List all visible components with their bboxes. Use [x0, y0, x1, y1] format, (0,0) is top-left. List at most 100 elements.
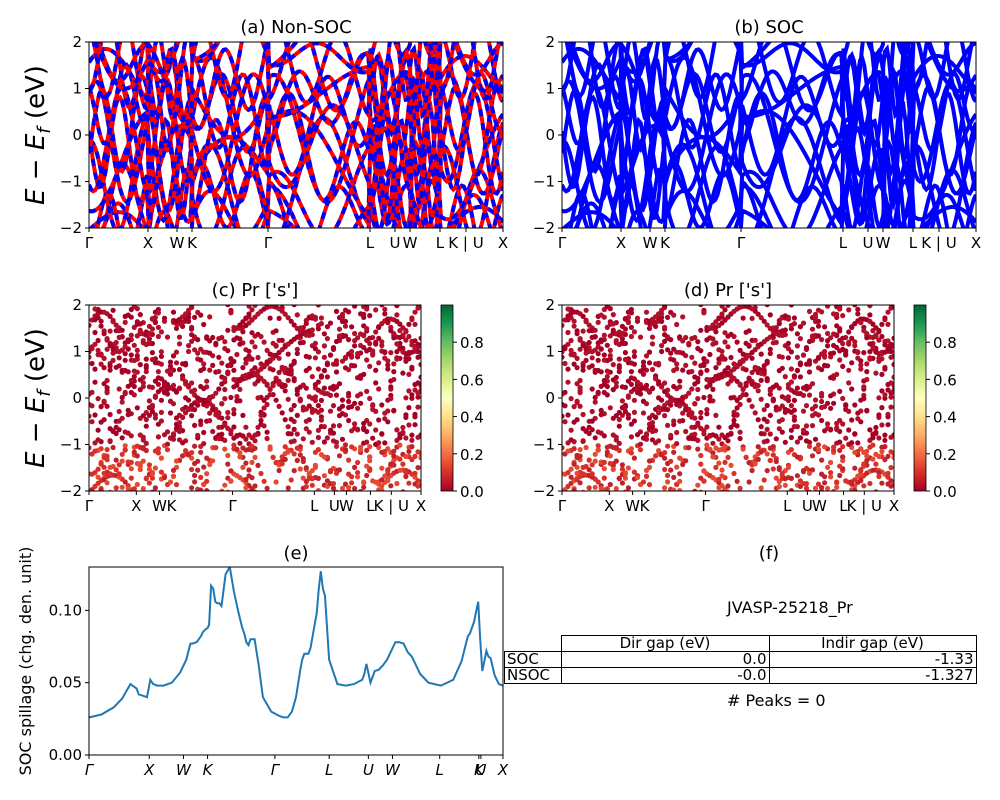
projection-point [355, 470, 361, 476]
projection-point [604, 392, 610, 398]
projection-point [882, 366, 888, 372]
projection-point [779, 365, 785, 371]
projection-point [773, 382, 779, 388]
band-line-dashed [89, 72, 503, 214]
projection-point [107, 342, 113, 349]
projection-point [565, 306, 571, 312]
projection-point [577, 385, 583, 391]
projection-point [755, 311, 761, 317]
projection-point [397, 294, 402, 299]
projection-point [158, 409, 164, 415]
projection-point [291, 451, 297, 457]
projection-point [707, 433, 713, 439]
projection-point [617, 492, 622, 497]
projection-point [192, 314, 198, 320]
table-cell: -0.0 [560, 667, 770, 684]
projection-point [96, 494, 101, 499]
projection-point [710, 386, 716, 392]
projection-point [165, 289, 170, 294]
projection-point [683, 500, 688, 505]
projection-point [225, 461, 231, 467]
projection-point [355, 498, 360, 503]
projection-point [662, 326, 668, 332]
projection-point [613, 383, 619, 390]
projection-point [189, 332, 195, 338]
projection-point [164, 386, 171, 392]
projection-point [334, 517, 339, 522]
projection-point [131, 383, 137, 390]
projection-point [385, 366, 391, 372]
projection-point [409, 493, 414, 498]
projection-point [262, 507, 267, 512]
projection-point [208, 490, 211, 491]
projection-point [265, 511, 270, 516]
projection-point [361, 420, 367, 426]
projection-point [204, 403, 210, 409]
projection-point [342, 447, 349, 453]
projection-point [746, 375, 752, 381]
projection-point [876, 327, 882, 334]
projection-point [888, 515, 893, 520]
projection-point [858, 320, 864, 326]
projection-point [607, 333, 613, 339]
projection-point [264, 401, 270, 408]
projection-point [879, 448, 885, 455]
xtick-label: U [802, 497, 813, 515]
projection-point [415, 394, 421, 400]
projection-point [622, 326, 629, 332]
ytick-label: 1 [545, 80, 555, 98]
projection-point [755, 417, 761, 423]
projection-point [728, 395, 734, 401]
projection-point [625, 412, 632, 418]
projection-point [737, 485, 743, 491]
projection-point [280, 264, 285, 269]
projection-point [689, 268, 694, 273]
ytick-label: 2 [72, 296, 82, 314]
projection-point [879, 321, 885, 327]
projection-point [216, 500, 221, 505]
projection-point [674, 429, 680, 436]
projection-point [294, 412, 300, 418]
projection-point [222, 274, 227, 279]
projection-point [792, 245, 797, 250]
projection-point [319, 290, 324, 295]
projection-point [562, 354, 565, 360]
band-line-dashed [89, 53, 503, 177]
projection-point [589, 471, 595, 477]
projection-point [599, 509, 604, 514]
projection-point [813, 281, 818, 286]
xtick-label: U [862, 234, 873, 252]
projection-point [840, 421, 846, 427]
panel-b-title: (b) SOC [734, 17, 803, 38]
projection-point [662, 493, 667, 498]
projection-point [695, 437, 701, 443]
projection-point [198, 418, 204, 424]
projection-point [882, 392, 888, 398]
projection-point [794, 473, 801, 479]
projection-point [276, 355, 282, 361]
projection-point [765, 507, 770, 512]
projection-point [858, 366, 864, 372]
projection-point [291, 305, 297, 308]
projection-point [101, 331, 107, 337]
projection-point [394, 356, 400, 362]
projection-point [809, 423, 816, 429]
projection-point [671, 418, 677, 424]
projection-point [231, 358, 237, 365]
projection-point [837, 439, 843, 445]
projection-point [659, 348, 665, 355]
projection-point [873, 284, 878, 289]
projection-point [189, 305, 195, 309]
projection-point [698, 264, 703, 269]
projection-point [891, 289, 896, 294]
projection-point [610, 312, 616, 318]
projection-point [264, 429, 270, 435]
projection-point [596, 505, 601, 510]
projection-point [173, 325, 180, 331]
projection-point [713, 464, 719, 470]
projection-point [604, 373, 610, 380]
projection-point [409, 349, 415, 355]
projection-point [638, 518, 643, 523]
projection-point [680, 410, 686, 416]
projection-point [674, 366, 680, 372]
